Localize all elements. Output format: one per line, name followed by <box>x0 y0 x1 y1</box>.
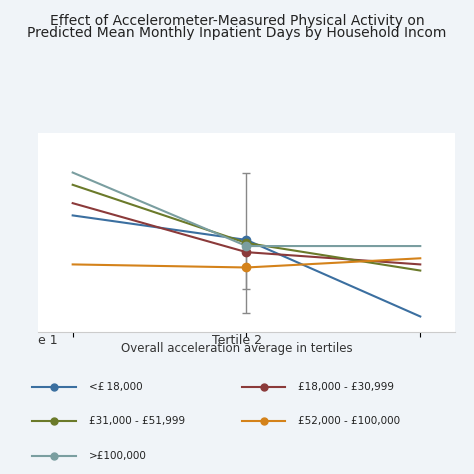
Text: £52,000 - £100,000: £52,000 - £100,000 <box>299 417 401 427</box>
Text: £31,000 - £51,999: £31,000 - £51,999 <box>89 417 185 427</box>
Text: Effect of Accelerometer-Measured Physical Activity on: Effect of Accelerometer-Measured Physica… <box>50 14 424 28</box>
Text: £18,000 - £30,999: £18,000 - £30,999 <box>299 383 394 392</box>
Text: <£ 18,000: <£ 18,000 <box>89 383 143 392</box>
Text: Overall acceleration average in tertiles: Overall acceleration average in tertiles <box>121 342 353 355</box>
Text: >£100,000: >£100,000 <box>89 451 147 461</box>
Text: e 1: e 1 <box>38 334 57 347</box>
Text: Predicted Mean Monthly Inpatient Days by Household Incom: Predicted Mean Monthly Inpatient Days by… <box>27 26 447 40</box>
Text: Tertile 2: Tertile 2 <box>212 334 262 347</box>
